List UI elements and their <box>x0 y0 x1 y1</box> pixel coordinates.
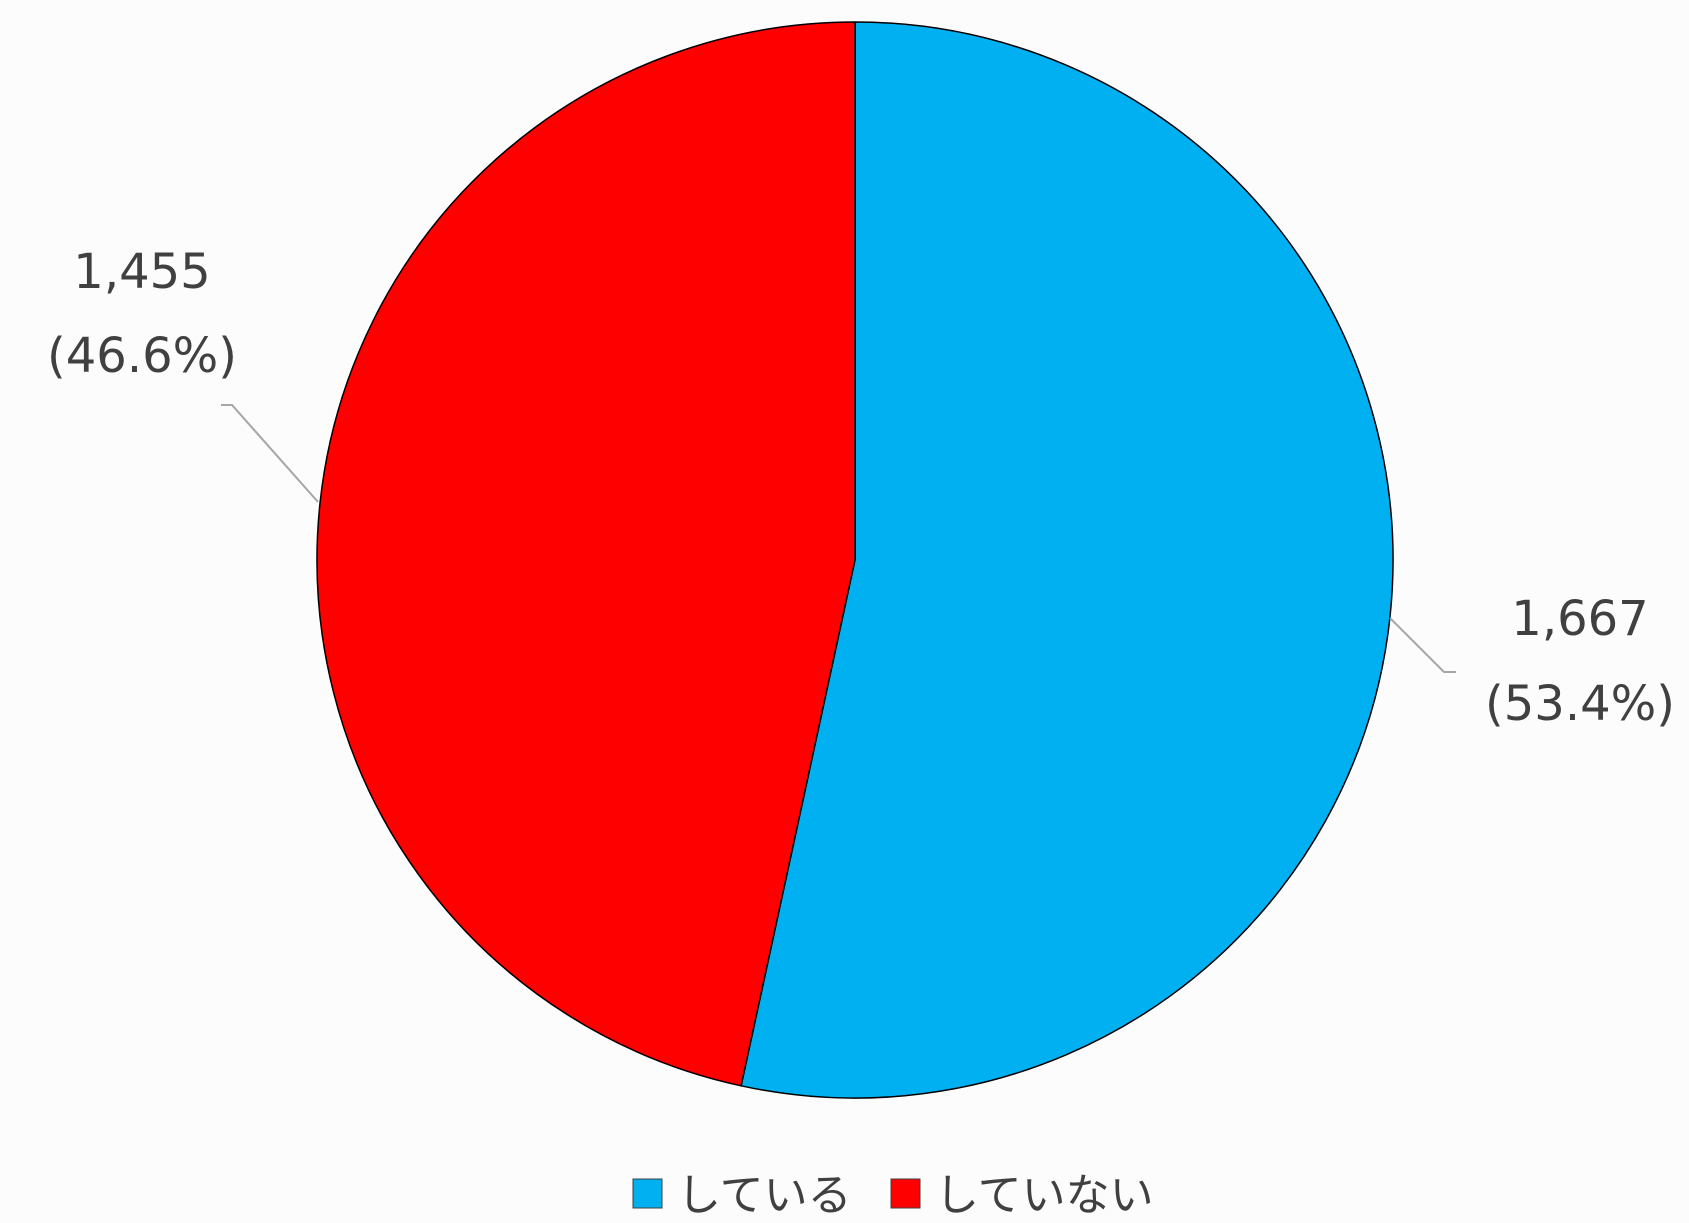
data-label-shiteinai-percent: (46.6%) <box>47 328 237 384</box>
data-label-shiteinai: 1,455 (46.6%) <box>47 244 237 384</box>
pie-slice-shiteinai <box>316 21 856 1087</box>
legend-swatch-shiteiru <box>632 1178 663 1209</box>
legend: している していない <box>632 1170 1154 1221</box>
leader-line-shiteiru <box>1389 617 1456 673</box>
data-label-shiteinai-value: 1,455 <box>73 244 210 300</box>
data-label-shiteiru-percent: (53.4%) <box>1485 676 1675 732</box>
leader-line-shiteinai <box>221 404 319 503</box>
pie-slice-shiteiru <box>740 21 1394 1099</box>
data-label-shiteiru: 1,667 (53.4%) <box>1485 591 1675 732</box>
legend-label-shiteiru: している <box>677 1170 852 1221</box>
pie-slices <box>316 21 1394 1099</box>
leader-lines <box>221 404 1456 673</box>
legend-label-shiteinai: していない <box>935 1170 1154 1221</box>
legend-swatch-shiteinai <box>890 1178 921 1209</box>
data-label-shiteiru-value: 1,667 <box>1511 591 1648 647</box>
